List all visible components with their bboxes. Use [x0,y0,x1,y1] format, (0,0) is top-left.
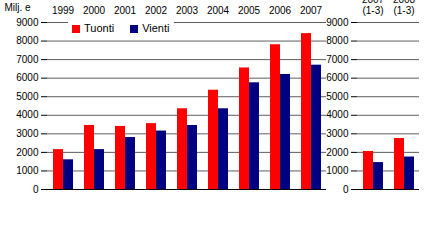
svg-text:7000: 7000 [326,54,349,65]
svg-text:7000: 7000 [16,54,39,65]
svg-text:2004: 2004 [207,5,230,16]
svg-text:2000: 2000 [16,147,39,158]
svg-text:3000: 3000 [16,128,39,139]
svg-text:5000: 5000 [16,91,39,102]
svg-text:0: 0 [33,184,39,195]
svg-text:1000: 1000 [326,165,349,176]
svg-text:1000: 1000 [16,165,39,176]
svg-text:Milj. e: Milj. e [5,2,32,13]
svg-text:1999: 1999 [52,5,75,16]
html-text:Vienti: Vienti [142,22,170,34]
svg-text:2003: 2003 [176,5,199,16]
svg-text:2001: 2001 [114,5,137,16]
svg-text:2007: 2007 [300,5,323,16]
svg-text:0: 0 [343,184,349,195]
svg-text:6000: 6000 [16,72,39,83]
svg-text:5000: 5000 [326,91,349,102]
svg-text:8000: 8000 [16,35,39,46]
svg-text:2002: 2002 [145,5,168,16]
svg-text:2000: 2000 [326,147,349,158]
svg-text:3000: 3000 [326,128,349,139]
svg-text:2006: 2006 [269,5,292,16]
svg-text:9000: 9000 [326,17,349,28]
svg-text:9000: 9000 [16,17,39,28]
svg-text:2007(1-3): 2007(1-3) [362,0,385,16]
svg-text:2005: 2005 [238,5,261,16]
svg-text:6000: 6000 [326,72,349,83]
svg-text:4000: 4000 [326,109,349,120]
svg-text:4000: 4000 [16,109,39,120]
svg-text:8000: 8000 [326,35,349,46]
svg-text:2008(1-3): 2008(1-3) [393,0,416,16]
html-text:Tuonti: Tuonti [84,22,115,34]
svg-text:2000: 2000 [83,5,106,16]
